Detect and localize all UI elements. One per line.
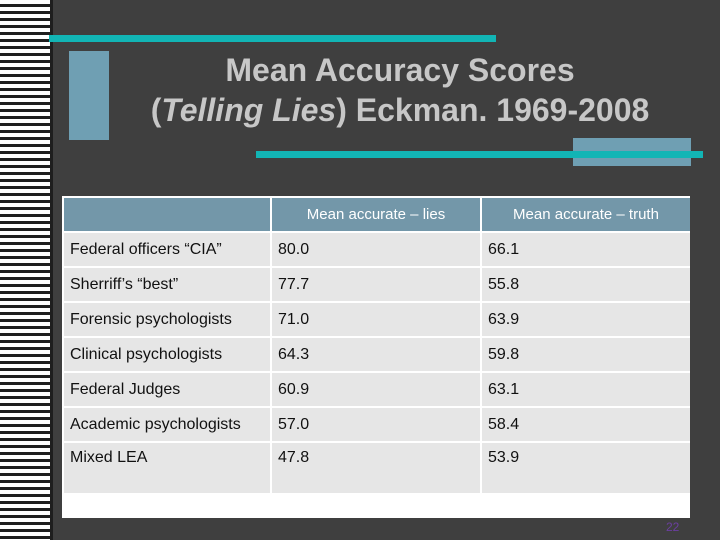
row-label: Academic psychologists xyxy=(64,408,270,441)
truth-value: 66.1 xyxy=(482,233,690,266)
row-label: Sherriff’s “best” xyxy=(64,268,270,301)
table-row: Federal officers “CIA” 80.0 66.1 xyxy=(64,233,690,266)
lies-value: 47.8 xyxy=(272,443,480,493)
truth-value: 63.9 xyxy=(482,303,690,336)
border-edge xyxy=(50,0,53,540)
table-row: Clinical psychologists 64.3 59.8 xyxy=(64,338,690,371)
title-open-paren: ( xyxy=(150,92,162,128)
lies-value: 57.0 xyxy=(272,408,480,441)
table-row: Academic psychologists 57.0 58.4 xyxy=(64,408,690,441)
truth-value: 63.1 xyxy=(482,373,690,406)
decor-teal-bar-top xyxy=(49,35,496,42)
title-line-2-rest: ) Eckman. 1969-2008 xyxy=(336,92,650,128)
header-truth: Mean accurate – truth xyxy=(482,198,690,231)
striped-side-border xyxy=(0,0,50,540)
row-label: Mixed LEA xyxy=(64,443,270,493)
table-row: Sherriff’s “best” 77.7 55.8 xyxy=(64,268,690,301)
accuracy-table: Mean accurate – lies Mean accurate – tru… xyxy=(62,196,692,495)
row-label: Forensic psychologists xyxy=(64,303,270,336)
header-lies: Mean accurate – lies xyxy=(272,198,480,231)
data-table: Mean accurate – lies Mean accurate – tru… xyxy=(62,196,690,518)
decor-blue-block-left xyxy=(69,51,109,140)
truth-value: 58.4 xyxy=(482,408,690,441)
row-label: Federal Judges xyxy=(64,373,270,406)
row-label: Clinical psychologists xyxy=(64,338,270,371)
row-label: Federal officers “CIA” xyxy=(64,233,270,266)
truth-value: 59.8 xyxy=(482,338,690,371)
lies-value: 71.0 xyxy=(272,303,480,336)
truth-value: 55.8 xyxy=(482,268,690,301)
lies-value: 60.9 xyxy=(272,373,480,406)
table-header-row: Mean accurate – lies Mean accurate – tru… xyxy=(64,198,690,231)
page-number: 22 xyxy=(666,520,680,534)
lies-value: 64.3 xyxy=(272,338,480,371)
title-line-2: (Telling Lies) Eckman. 1969-2008 xyxy=(110,90,690,130)
table-row: Federal Judges 60.9 63.1 xyxy=(64,373,690,406)
slide-title: Mean Accuracy Scores (Telling Lies) Eckm… xyxy=(110,50,690,130)
table-row: Mixed LEA 47.8 53.9 xyxy=(64,443,690,493)
lies-value: 77.7 xyxy=(272,268,480,301)
table-row: Forensic psychologists 71.0 63.9 xyxy=(64,303,690,336)
header-empty xyxy=(64,198,270,231)
title-italic-book: Telling Lies xyxy=(161,92,337,128)
lies-value: 80.0 xyxy=(272,233,480,266)
truth-value: 53.9 xyxy=(482,443,690,493)
title-line-1: Mean Accuracy Scores xyxy=(225,52,575,88)
decor-teal-bar-bottom xyxy=(256,151,703,158)
